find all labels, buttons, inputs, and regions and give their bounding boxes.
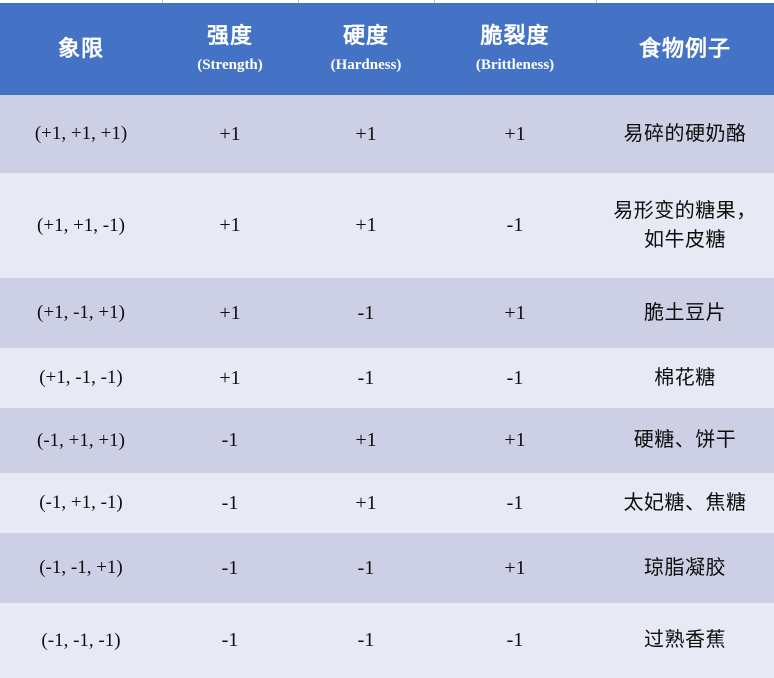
column-tick-2 xyxy=(298,0,299,3)
table-row: (+1, +1, +1) +1 +1 +1 易碎的硬奶酪 xyxy=(0,95,774,173)
cell-hardness: -1 xyxy=(298,603,434,678)
food-example-line: 过熟香蕉 xyxy=(644,629,726,651)
cell-strength: +1 xyxy=(162,173,298,278)
cell-food-example: 太妃糖、焦糖 xyxy=(596,473,774,533)
cell-strength: -1 xyxy=(162,533,298,603)
cell-brittleness: +1 xyxy=(434,95,596,173)
cell-hardness: +1 xyxy=(298,173,434,278)
cell-strength: +1 xyxy=(162,278,298,348)
cell-food-example: 琼脂凝胶 xyxy=(596,533,774,603)
food-example-line: 如牛皮糖 xyxy=(644,228,726,251)
cell-strength: -1 xyxy=(162,408,298,473)
cell-food-example: 脆土豆片 xyxy=(596,278,774,348)
cell-hardness: +1 xyxy=(298,473,434,533)
table-row: (+1, -1, +1) +1 -1 +1 脆土豆片 xyxy=(0,278,774,348)
cell-quadrant: (-1, +1, -1) xyxy=(0,473,162,533)
cell-brittleness: -1 xyxy=(434,348,596,408)
column-tick-1 xyxy=(162,0,163,3)
cell-food-example: 易形变的糖果， 如牛皮糖 xyxy=(596,173,774,278)
food-example-line: 脆土豆片 xyxy=(644,301,726,324)
column-header-brittleness-cn: 脆裂度 xyxy=(480,22,550,48)
food-example-line: 硬糖、饼干 xyxy=(633,429,737,451)
cell-hardness: +1 xyxy=(298,95,434,173)
column-header-strength-cn: 强度 xyxy=(206,22,253,48)
food-texture-quadrant-table: 象限 强度 (Strength) 硬度 (Hardness) 脆裂度 (Brit… xyxy=(0,3,774,678)
food-example-line: 琼脂凝胶 xyxy=(644,556,726,579)
cell-quadrant: (+1, -1, -1) xyxy=(0,348,162,408)
cell-hardness: +1 xyxy=(298,408,434,473)
column-header-hardness: 硬度 (Hardness) xyxy=(298,3,434,95)
column-header-brittleness: 脆裂度 (Brittleness) xyxy=(434,3,596,95)
cell-food-example: 过熟香蕉 xyxy=(596,603,774,678)
cell-quadrant: (-1, +1, +1) xyxy=(0,408,162,473)
cell-hardness: -1 xyxy=(298,533,434,603)
cell-quadrant: (+1, -1, +1) xyxy=(0,278,162,348)
table-top-edge-strip xyxy=(0,0,774,3)
column-tick-3 xyxy=(434,0,435,3)
column-header-quadrant-cn: 象限 xyxy=(57,35,104,61)
column-header-strength-en: (Strength) xyxy=(197,57,263,74)
column-header-hardness-en: (Hardness) xyxy=(330,57,402,74)
table-header: 象限 强度 (Strength) 硬度 (Hardness) 脆裂度 (Brit… xyxy=(0,3,774,95)
cell-strength: -1 xyxy=(162,603,298,678)
table-body: (+1, +1, +1) +1 +1 +1 易碎的硬奶酪 (+1, +1, -1) +1 +1… xyxy=(0,95,774,678)
food-example-line: 棉花糖 xyxy=(654,366,716,389)
table-header-row: 象限 强度 (Strength) 硬度 (Hardness) 脆裂度 (Brit… xyxy=(0,3,774,95)
cell-quadrant: (+1, +1, -1) xyxy=(0,173,162,278)
cell-quadrant: (+1, +1, +1) xyxy=(0,95,162,173)
cell-food-example: 棉花糖 xyxy=(596,348,774,408)
column-header-example: 食物例子 xyxy=(596,3,774,95)
column-header-quadrant: 象限 xyxy=(0,3,162,95)
column-header-strength: 强度 (Strength) xyxy=(162,3,298,95)
cell-strength: +1 xyxy=(162,95,298,173)
cell-quadrant: (-1, -1, +1) xyxy=(0,533,162,603)
cell-hardness: -1 xyxy=(298,278,434,348)
cell-strength: +1 xyxy=(162,348,298,408)
cell-quadrant: (-1, -1, -1) xyxy=(0,603,162,678)
food-example-line: 易形变的糖果， xyxy=(613,199,757,222)
cell-brittleness: -1 xyxy=(434,173,596,278)
food-example-line: 易碎的硬奶酪 xyxy=(623,122,747,145)
cell-food-example: 易碎的硬奶酪 xyxy=(596,95,774,173)
column-tick-4 xyxy=(596,0,597,3)
cell-brittleness: -1 xyxy=(434,603,596,678)
column-header-hardness-cn: 硬度 xyxy=(342,22,389,48)
cell-brittleness: +1 xyxy=(434,408,596,473)
column-header-brittleness-en: (Brittleness) xyxy=(475,57,555,74)
cell-brittleness: +1 xyxy=(434,533,596,603)
table-row: (-1, +1, -1) -1 +1 -1 太妃糖、焦糖 xyxy=(0,473,774,533)
table-row: (-1, -1, +1) -1 -1 +1 琼脂凝胶 xyxy=(0,533,774,603)
column-header-example-cn: 食物例子 xyxy=(638,35,731,61)
food-example-line: 太妃糖、焦糖 xyxy=(623,491,747,514)
cell-hardness: -1 xyxy=(298,348,434,408)
table-row: (-1, -1, -1) -1 -1 -1 过熟香蕉 xyxy=(0,603,774,678)
cell-brittleness: -1 xyxy=(434,473,596,533)
table-row: (+1, +1, -1) +1 +1 -1 易形变的糖果， 如牛皮糖 xyxy=(0,173,774,278)
cell-food-example: 硬糖、饼干 xyxy=(596,408,774,473)
table-row: (+1, -1, -1) +1 -1 -1 棉花糖 xyxy=(0,348,774,408)
table-row: (-1, +1, +1) -1 +1 +1 硬糖、饼干 xyxy=(0,408,774,473)
cell-strength: -1 xyxy=(162,473,298,533)
cell-brittleness: +1 xyxy=(434,278,596,348)
